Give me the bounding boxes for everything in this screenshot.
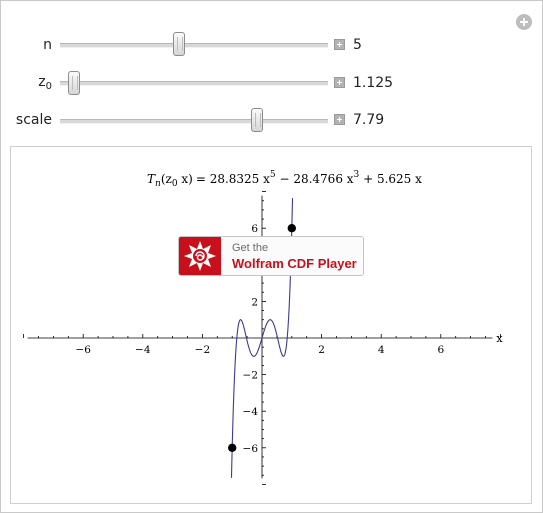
control-label-z0: z0 xyxy=(38,74,52,92)
x-tick-label: −6 xyxy=(75,344,91,356)
plus-square-icon[interactable] xyxy=(334,77,345,88)
y-tick-label: −6 xyxy=(243,443,259,455)
series-line xyxy=(230,198,294,478)
y-tick-label: −4 xyxy=(243,406,259,418)
control-label-scale: scale xyxy=(15,112,52,128)
data-point xyxy=(228,443,237,452)
points-layer xyxy=(228,224,296,452)
slider-track-scale[interactable] xyxy=(60,119,328,124)
plus-square-icon[interactable] xyxy=(334,114,345,125)
plot-panel: Tn(z0 x) = 28.8325 x5 − 28.4766 x3 + 5.62… xyxy=(10,146,532,504)
plus-square-icon[interactable] xyxy=(334,39,345,50)
get-cdf-player-banner[interactable]: Get the Wolfram CDF Player xyxy=(178,236,364,276)
wolfram-spikey-icon xyxy=(179,237,221,275)
chebyshev-plot: Tn(z0 x) = 28.8325 x5 − 28.4766 x3 + 5.62… xyxy=(23,170,503,485)
data-point xyxy=(287,224,296,233)
slider-thumb-n[interactable] xyxy=(173,32,185,56)
cdf-banner-line1: Get the xyxy=(232,242,269,254)
y-tick-label: 6 xyxy=(251,223,258,235)
x-tick-label: −4 xyxy=(135,344,151,356)
cdf-banner-line2: Wolfram CDF Player xyxy=(232,256,357,271)
formula-title: Tn(z0 x) = 28.8325 x5 − 28.4766 x3 + 5.62… xyxy=(147,170,422,189)
control-value-scale: 7.79 xyxy=(353,112,385,128)
x-axis-label: x xyxy=(496,332,503,345)
x-tick-label: 4 xyxy=(378,344,385,356)
x-tick-label: 6 xyxy=(437,344,444,356)
slider-thumb-scale[interactable] xyxy=(251,108,263,132)
y-tick-label: 2 xyxy=(251,296,258,308)
control-value-z0: 1.125 xyxy=(353,75,394,91)
add-bookmark-plus-icon[interactable] xyxy=(516,14,532,30)
y-tick-label: −2 xyxy=(243,370,258,382)
control-label-n: n xyxy=(43,37,52,53)
control-value-n: 5 xyxy=(353,37,362,53)
slider-track-z0[interactable] xyxy=(60,81,328,86)
slider-thumb-z0[interactable] xyxy=(68,71,80,95)
x-tick-label: −2 xyxy=(195,344,210,356)
slider-track-n[interactable] xyxy=(60,43,328,48)
x-tick-label: 2 xyxy=(318,344,325,356)
